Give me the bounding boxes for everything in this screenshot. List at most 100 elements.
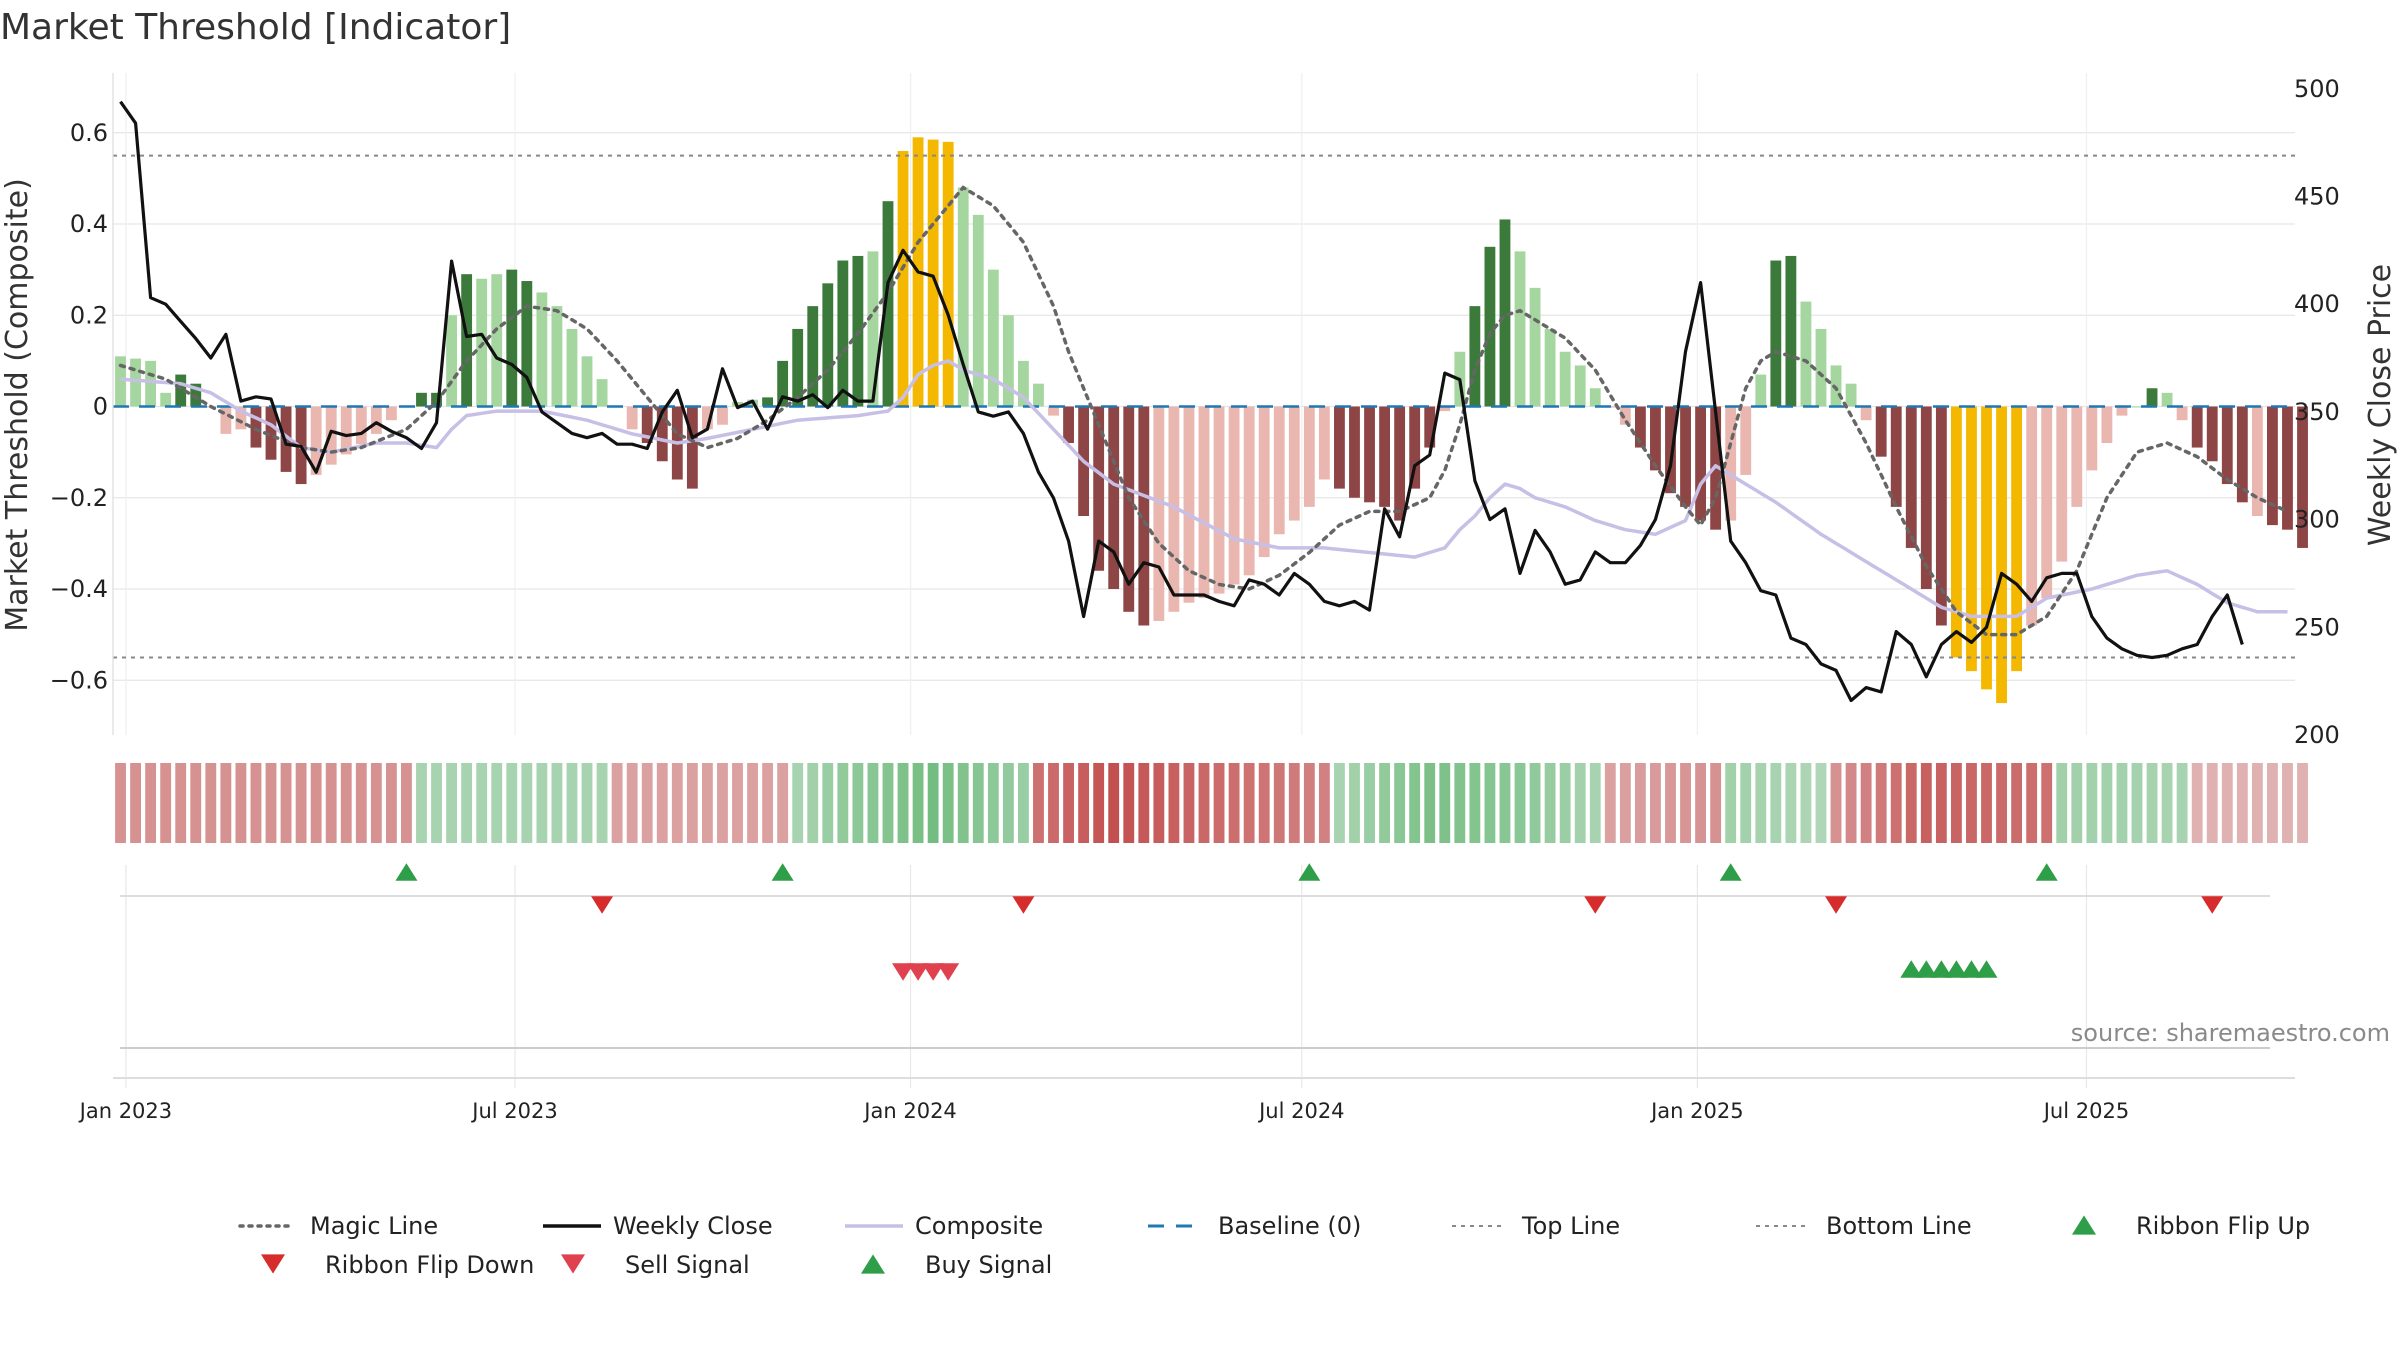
ribbon-segment — [792, 763, 804, 843]
legend-label: Ribbon Flip Down — [325, 1251, 534, 1279]
histogram-bar — [175, 374, 187, 407]
histogram-bar — [897, 151, 909, 407]
ribbon-segment — [1018, 763, 1029, 843]
ribbon-segment — [1890, 763, 1902, 843]
ribbon-segment — [325, 763, 337, 843]
histogram-bar — [1996, 406, 2007, 704]
histogram-bar — [656, 406, 668, 462]
ribbon-segment — [1499, 763, 1511, 843]
histogram-bar — [370, 406, 382, 434]
ribbon-segment — [1710, 763, 1722, 843]
ribbon-segment — [1153, 763, 1165, 843]
ribbon-segment — [506, 763, 518, 843]
ribbon-flip-down-marker — [1584, 896, 1607, 914]
histogram-bar — [1002, 315, 1014, 407]
ribbon-segment — [1559, 763, 1571, 843]
histogram-bar — [1665, 406, 1676, 494]
histogram-bar — [1680, 406, 1691, 507]
ribbon-flip-up-marker — [771, 863, 794, 881]
histogram-bar — [1213, 406, 1225, 594]
histogram-bar — [1589, 388, 1601, 407]
y-left-tick-label: −0.6 — [50, 666, 108, 694]
ribbon-segment — [611, 763, 623, 843]
histogram-bar — [1153, 406, 1165, 621]
histogram-bar — [2011, 406, 2023, 672]
ribbon-segment — [446, 763, 458, 843]
histogram-bar — [506, 269, 518, 407]
ribbon-segment — [1920, 763, 1932, 843]
ribbon-segment — [2041, 763, 2053, 843]
ribbon-segment — [837, 763, 849, 843]
histogram-bar — [1875, 406, 1887, 457]
legend-item: Ribbon Flip Up — [2072, 1212, 2310, 1240]
histogram-bar — [807, 306, 819, 407]
x-tick-label: Jan 2025 — [1649, 1099, 1744, 1123]
sell-signal-marker — [892, 963, 915, 981]
legend-swatch — [861, 1254, 885, 1274]
buy-signal-marker — [1975, 960, 1998, 978]
ribbon-segment — [1981, 763, 1992, 843]
histogram-bar — [837, 260, 849, 407]
ribbon-segment — [1469, 763, 1481, 843]
x-tick-label: Jul 2025 — [2042, 1099, 2129, 1123]
sell-signal-marker — [922, 963, 945, 981]
histogram-bar — [1349, 406, 1360, 498]
histogram-bar — [2297, 406, 2308, 548]
legend-item: Baseline (0) — [1148, 1212, 1361, 1240]
ribbon-segment — [401, 763, 412, 843]
ribbon-segment — [1619, 763, 1631, 843]
y-left-tick-label: 0 — [93, 393, 108, 421]
ribbon-segment — [867, 763, 879, 843]
histogram-bar — [777, 360, 789, 407]
ribbon-segment — [1589, 763, 1601, 843]
ribbon-segment — [1830, 763, 1842, 843]
ribbon-segment — [1439, 763, 1451, 843]
ribbon-segment — [807, 763, 819, 843]
legend-swatch — [261, 1254, 285, 1274]
legend-item: Weekly Close — [543, 1212, 773, 1240]
ribbon-segment — [1334, 763, 1345, 843]
histogram-layer — [115, 137, 2308, 704]
chart-title: Market Threshold [Indicator] — [0, 7, 511, 48]
ribbon-segment — [1905, 763, 1917, 843]
ribbon-segment — [1273, 763, 1285, 843]
lines-layer — [113, 100, 2295, 703]
ribbon-segment — [1424, 763, 1436, 843]
ribbon-segment — [1634, 763, 1646, 843]
histogram-bar — [1258, 406, 1270, 558]
ribbon-segment — [822, 763, 834, 843]
ribbon-segment — [416, 763, 427, 843]
histogram-bar — [1966, 406, 1977, 672]
legend-label: Bottom Line — [1826, 1212, 1972, 1240]
y-right-tick-label: 350 — [2294, 398, 2340, 426]
y-right-tick-label: 450 — [2294, 182, 2340, 210]
ribbon-segment — [2282, 763, 2293, 843]
sell-signal-marker — [937, 963, 960, 981]
ribbon-segment — [310, 763, 322, 843]
ribbon-segment — [1364, 763, 1375, 843]
histogram-bar — [385, 406, 397, 421]
histogram-bar — [2251, 406, 2263, 516]
histogram-bar — [822, 283, 834, 407]
histogram-bar — [1514, 251, 1526, 407]
weekly-close-line — [119, 100, 2244, 703]
ribbon-segment — [882, 763, 894, 843]
ribbon-segment — [130, 763, 141, 843]
histogram-bar — [1394, 406, 1406, 521]
ribbon-segment — [2297, 763, 2308, 843]
ribbon-flip-down-marker — [1012, 896, 1035, 914]
y-right-tick-label: 500 — [2294, 75, 2340, 103]
legend-label: Sell Signal — [625, 1251, 750, 1279]
ribbon-segment — [2011, 763, 2023, 843]
histogram-bar — [1935, 406, 1947, 626]
legend-label: Magic Line — [310, 1212, 438, 1240]
histogram-bar — [566, 328, 578, 407]
ribbon-segment — [160, 763, 172, 843]
legend: Magic Line Weekly Close Composite Baseline … — [238, 1212, 2310, 1279]
histogram-bar — [115, 356, 126, 407]
ribbon-segment — [220, 763, 232, 843]
histogram-bar — [1920, 406, 1932, 589]
ribbon-segment — [1213, 763, 1225, 843]
ribbon-segment — [762, 763, 774, 843]
histogram-bar — [2176, 406, 2188, 421]
